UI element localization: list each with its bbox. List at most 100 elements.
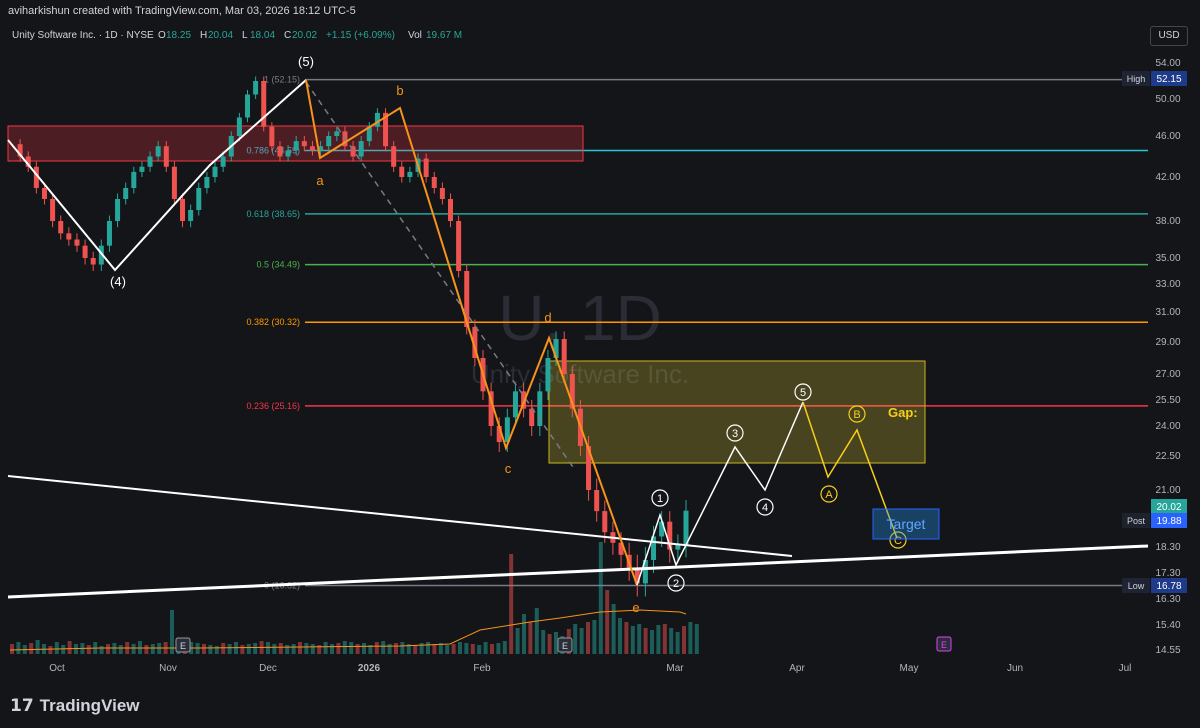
gap-zone (548, 360, 926, 464)
candle-body (667, 521, 673, 550)
y-tick-label: 17.30 (1155, 568, 1180, 579)
y-tick-label: 54.00 (1155, 58, 1180, 69)
candle-body (407, 171, 413, 177)
volume-bar (426, 642, 430, 654)
wave-label: 1 (657, 493, 663, 505)
candle-body (204, 177, 210, 188)
volume-bar (413, 645, 418, 654)
candle-body (602, 511, 608, 533)
candle-body (472, 327, 478, 358)
candle-body (82, 245, 88, 258)
x-tick-label: Jun (1007, 663, 1023, 674)
candle-body (683, 510, 689, 545)
price-tag-value: 20.02 (1156, 502, 1181, 513)
candle-body (236, 117, 242, 136)
volume-bar (48, 646, 53, 654)
candle-body (504, 417, 510, 442)
y-tick-label: 33.00 (1155, 279, 1180, 290)
volume-bar (406, 644, 411, 654)
volume-bar (202, 644, 206, 654)
volume-bar (67, 641, 72, 654)
candle-body (163, 146, 169, 167)
footer: 17 TradingView (0, 684, 1200, 728)
volume-bar (630, 626, 635, 654)
candle-body (383, 112, 389, 147)
y-tick-label: 50.00 (1155, 94, 1180, 105)
volume-bar (445, 645, 450, 654)
change-value: +1.15 (+6.09%) (326, 30, 395, 41)
candle-body (561, 339, 567, 374)
tradingview-logo[interactable]: 17 TradingView (10, 696, 140, 716)
volume-bar (106, 644, 110, 654)
price-chart[interactable]: U, 1D Unity Software Inc. 1 (52.15) 0.786 (… (0, 0, 1200, 684)
wave-label: e (632, 600, 639, 615)
wave-label: 2 (673, 578, 679, 590)
wave-circle (667, 574, 685, 592)
volume-bar (99, 646, 104, 654)
volume-bar (362, 643, 366, 654)
volume-bar (502, 641, 507, 654)
candle-body (41, 188, 47, 199)
candle-body (147, 156, 153, 167)
volume-bar (438, 643, 443, 654)
wave-label: 3 (732, 428, 738, 440)
y-tick-label: 21.00 (1155, 485, 1180, 496)
ascending-trendline (7, 544, 1149, 599)
volume-bar (266, 642, 270, 654)
volume-bar (669, 628, 674, 654)
candle-body (66, 233, 72, 240)
volume-bar (605, 590, 610, 654)
wave-label: d (544, 310, 551, 325)
price-tag (1151, 513, 1187, 528)
ohlc-key: H (200, 30, 207, 41)
candle-body (131, 171, 137, 188)
volume-bar (682, 626, 686, 654)
candle-body (285, 150, 291, 157)
candle-body (456, 221, 462, 271)
volume-bar (86, 645, 91, 654)
candle-body (277, 146, 283, 157)
volume-bar (29, 643, 34, 654)
price-tag-name (1122, 513, 1150, 528)
fib-label: 0.618 (38.65) (246, 209, 300, 219)
volume-bar (285, 645, 290, 654)
target-label: Target (887, 516, 926, 532)
x-tick-label: Mar (666, 663, 684, 674)
ohlc-key: L (242, 30, 248, 41)
attribution-text: aviharkishun created with TradingView.co… (8, 5, 356, 17)
volume-bar (650, 630, 654, 654)
ohlc-value: 20.04 (208, 30, 233, 41)
volume-bar (528, 622, 533, 654)
wave-label: 4 (762, 502, 768, 514)
volume-bar (522, 614, 526, 654)
candle-body (269, 126, 275, 147)
y-tick-label: 24.00 (1155, 421, 1180, 432)
candle-body (318, 146, 324, 151)
x-tick-label: Apr (789, 663, 805, 674)
x-tick-label: May (900, 663, 919, 674)
volume-bar (35, 640, 40, 654)
volume-bar (374, 642, 379, 654)
y-tick-label: 16.30 (1155, 594, 1180, 605)
y-tick-label: 14.55 (1155, 645, 1180, 656)
volume-bar (387, 644, 392, 654)
volume-bar (240, 645, 245, 654)
volume-bar (400, 642, 405, 654)
candle-body (58, 221, 64, 234)
volume-bar (458, 642, 462, 654)
fib-label: 0.5 (34.49) (256, 260, 300, 270)
candle-body (50, 199, 56, 221)
price-tag-name (1122, 578, 1150, 593)
earnings-marker (557, 637, 573, 653)
currency-button[interactable]: USD (1150, 26, 1188, 46)
volume-bar (592, 620, 597, 654)
y-tick-label: 31.00 (1155, 307, 1180, 318)
volume-bar (534, 608, 539, 654)
volume-ma-line (9, 609, 687, 651)
candle-body (301, 141, 307, 147)
candle-body (188, 210, 194, 221)
candle-body (537, 391, 543, 426)
y-tick-label: 18.30 (1155, 542, 1180, 553)
candle-body (155, 146, 161, 157)
candle-body (98, 245, 104, 265)
